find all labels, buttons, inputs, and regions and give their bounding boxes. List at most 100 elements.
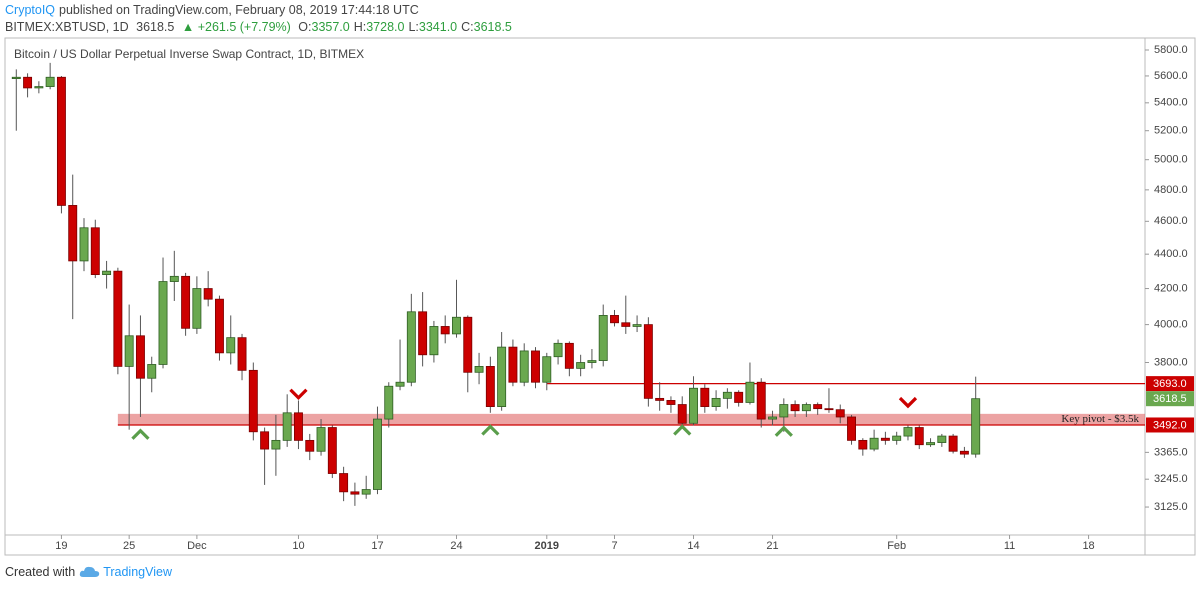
- candle-body: [903, 427, 913, 437]
- candle-body: [689, 387, 698, 424]
- symbol-line: BITMEX:XBTUSD, 1D 3618.5 ▲ +261.5 (+7.79…: [5, 20, 516, 34]
- candle-body: [124, 335, 134, 367]
- y-tick-label: 3800.0: [1154, 356, 1188, 368]
- candle-body: [847, 416, 856, 441]
- candle-body: [666, 400, 676, 405]
- candle-body: [361, 489, 371, 495]
- candle-body: [790, 404, 800, 412]
- candle-body: [632, 324, 642, 327]
- candle-body: [237, 337, 247, 371]
- y-tick-label: 4600.0: [1154, 215, 1188, 227]
- candle-body: [181, 275, 191, 329]
- candle-body: [452, 316, 461, 335]
- x-tick-label: 2019: [535, 540, 559, 552]
- candle-body: [463, 316, 473, 373]
- signal-marker: [289, 388, 308, 400]
- y-tick-label: 5200.0: [1154, 125, 1188, 137]
- y-tick-label: 3245.0: [1154, 473, 1188, 485]
- candle-body: [350, 491, 360, 495]
- candle-body: [485, 366, 495, 407]
- candle-body: [643, 324, 653, 399]
- x-tick-label: 10: [292, 540, 304, 552]
- y-tick-label: 5800.0: [1154, 44, 1188, 56]
- candle-body: [926, 442, 936, 446]
- candle-body: [158, 281, 168, 365]
- x-tick-label: 7: [611, 540, 617, 552]
- candle-body: [395, 381, 405, 387]
- x-tick-label: 19: [55, 540, 67, 552]
- candle-body: [226, 337, 236, 354]
- zone-label: Key pivot - $3.5k: [1061, 413, 1139, 425]
- candle-body: [655, 397, 665, 401]
- y-tick-label: 5600.0: [1154, 70, 1188, 82]
- candle-body: [937, 435, 947, 443]
- candle-body: [418, 311, 428, 356]
- logo: [79, 566, 100, 577]
- signal-marker: [898, 396, 918, 409]
- candle-body: [734, 391, 744, 403]
- candle-body: [384, 385, 394, 420]
- candle-body: [102, 270, 112, 276]
- chart: Bitcoin / US Dollar Perpetual Inverse Sw…: [4, 37, 1196, 556]
- candle-body: [700, 387, 710, 407]
- candle-body: [564, 342, 574, 369]
- price-tag-label: 3618.5: [1153, 393, 1187, 405]
- pivot-zone: [117, 413, 1145, 425]
- candle-body: [587, 360, 597, 363]
- brand[interactable]: TradingView: [103, 565, 172, 579]
- candle-body: [23, 76, 33, 89]
- candle-body: [192, 288, 202, 329]
- price-tag-label: 3492.0: [1153, 419, 1187, 431]
- x-tick-label: 25: [123, 540, 135, 552]
- y-tick-label: 4400.0: [1154, 248, 1188, 260]
- chart-title: Bitcoin / US Dollar Perpetual Inverse Sw…: [14, 47, 364, 61]
- ohlc-value: 3357.0: [311, 20, 350, 34]
- candle-body: [373, 418, 382, 490]
- candle-body: [282, 412, 292, 441]
- candle-body: [316, 427, 326, 452]
- candle-body: [474, 366, 484, 373]
- candle-body: [880, 437, 890, 441]
- footer: Created with TradingView: [5, 565, 172, 579]
- last: 3618.5: [136, 20, 175, 34]
- candle-body: [135, 335, 145, 379]
- candle-body: [756, 381, 766, 420]
- x-tick-label: Dec: [187, 540, 207, 552]
- symbol: BITMEX:XBTUSD, 1D: [5, 20, 129, 34]
- ohlc-label: L:: [408, 20, 419, 34]
- candle-body: [542, 356, 552, 383]
- candle-body: [813, 404, 823, 410]
- ohlc-label: C:: [461, 20, 474, 34]
- candle-body: [147, 364, 157, 379]
- publish-line: CryptoIQ published on TradingView.com, Fe…: [5, 3, 423, 17]
- ohlc-value: 3341.0: [418, 20, 458, 34]
- candle-body: [113, 270, 123, 367]
- y-tick-label: 3365.0: [1154, 446, 1188, 458]
- y-tick-label: 4800.0: [1154, 184, 1188, 196]
- candle-body: [892, 435, 902, 441]
- candle-body: [90, 227, 100, 276]
- candle-body: [248, 369, 258, 433]
- x-tick-label: 21: [766, 540, 778, 552]
- signal-marker: [481, 424, 500, 436]
- candle-body: [598, 315, 608, 361]
- signal-marker: [673, 424, 692, 436]
- candle-body: [271, 439, 281, 450]
- candle-body: [339, 473, 349, 493]
- y-tick-label: 3125.0: [1154, 501, 1188, 513]
- change: ▲ +261.5 (+7.79%): [181, 20, 291, 34]
- candle-body: [429, 326, 439, 356]
- candle-body: [914, 427, 924, 446]
- candle-body: [576, 362, 586, 369]
- y-tick-label: 4000.0: [1154, 319, 1188, 331]
- price-tag: [1146, 391, 1194, 407]
- candle-body: [11, 76, 21, 79]
- signal-marker: [774, 425, 793, 437]
- price-tag: [1146, 376, 1194, 392]
- x-tick-label: Feb: [887, 540, 906, 552]
- candle-body: [610, 315, 619, 324]
- author[interactable]: CryptoIQ: [5, 3, 56, 17]
- published: published on TradingView.com, February 0…: [59, 3, 419, 17]
- candle-body: [203, 288, 213, 300]
